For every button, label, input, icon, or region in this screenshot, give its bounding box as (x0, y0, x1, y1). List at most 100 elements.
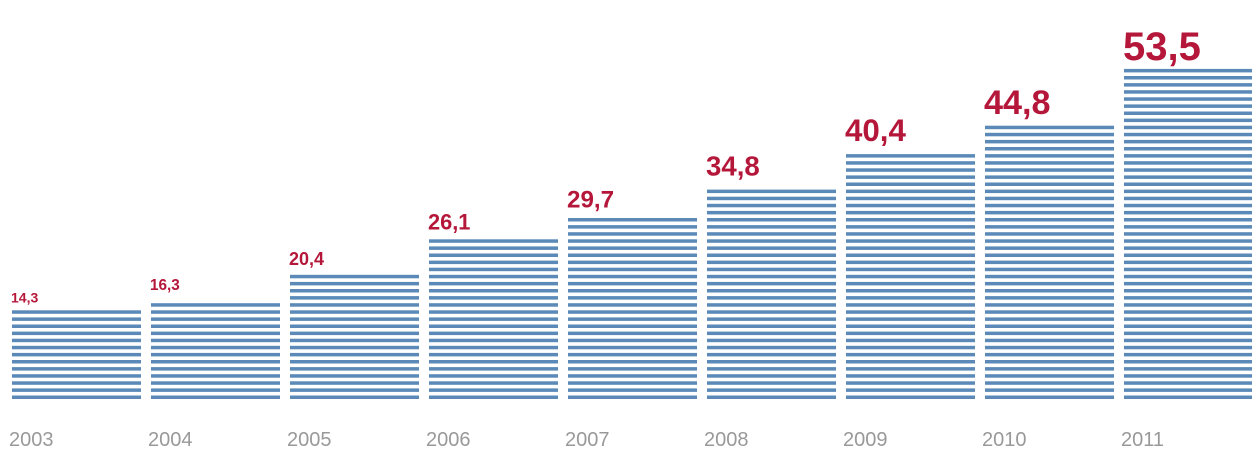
bar-stripe (707, 274, 836, 279)
bar-stripe (290, 303, 419, 307)
bar-stripe (846, 154, 975, 158)
bar-stripe (1124, 175, 1252, 179)
bar-stripe (846, 281, 975, 286)
bar-stripe (1124, 267, 1252, 272)
bar-stripe (846, 239, 975, 243)
bar-stripe (985, 367, 1114, 371)
bar-stripe (12, 360, 141, 364)
bar-stripe (1124, 83, 1252, 87)
bar-stripe (568, 296, 697, 300)
bar-stripe (429, 310, 558, 314)
bar-stripe (151, 324, 280, 328)
bar-stripe (985, 345, 1114, 350)
bar-stripe (985, 388, 1114, 392)
bar-stripe (290, 345, 419, 350)
bar-stripe (1124, 310, 1252, 314)
bar-stripe (846, 189, 975, 194)
bar-stripe (846, 296, 975, 300)
bar-stripe (429, 239, 558, 243)
value-label-2005: 20,4 (289, 249, 324, 269)
bar-stripe (846, 395, 975, 399)
bar-stripe (985, 175, 1114, 179)
bar-stripe (568, 232, 697, 236)
bar-stripe (707, 303, 836, 307)
bar-stripe (12, 345, 141, 350)
year-label-2009: 2009 (843, 429, 888, 450)
bar-stripe (707, 360, 836, 364)
bar-stripe (290, 367, 419, 371)
bar-stripe (1124, 374, 1252, 378)
bar-stripe (1124, 367, 1252, 371)
bar-stripe (985, 381, 1114, 385)
bar-stripe (290, 388, 419, 392)
bar-stripe (985, 281, 1114, 286)
bar-stripe (707, 239, 836, 243)
bar-stripe (568, 225, 697, 229)
bar-stripe (568, 239, 697, 243)
bar-stripe (290, 338, 419, 343)
bar-stripe (1124, 331, 1252, 336)
bar-2007 (568, 218, 697, 399)
bar-stripe (1124, 345, 1252, 350)
bar-stripe (1124, 381, 1252, 385)
value-label-2009: 40,4 (845, 113, 907, 148)
bar-stripe (985, 132, 1114, 137)
bar-stripe (568, 310, 697, 314)
bar-stripe (1124, 111, 1252, 115)
bar-stripe (1124, 147, 1252, 151)
bar-stripe (290, 274, 419, 279)
bar-stripe (429, 317, 558, 321)
bar-stripe (12, 367, 141, 371)
bar-stripe (12, 331, 141, 336)
bar-stripe (568, 246, 697, 250)
bar-stripe (568, 352, 697, 357)
bar-stripe (429, 374, 558, 378)
bar-stripe (1124, 274, 1252, 279)
bar-stripe (568, 345, 697, 350)
bar-stripe (846, 374, 975, 378)
bar-stripe (1124, 125, 1252, 130)
bar-stripe (151, 345, 280, 350)
bar-stripe (429, 360, 558, 364)
bar-stripe (985, 125, 1114, 130)
value-label-2004: 16,3 (150, 277, 180, 294)
year-label-2004: 2004 (148, 429, 193, 450)
bar-stripe (707, 310, 836, 314)
bar-stripe (1124, 260, 1252, 265)
bar-stripe (12, 395, 141, 399)
bar-stripe (151, 338, 280, 343)
bar-stripe (985, 210, 1114, 215)
bar-stripe (846, 196, 975, 201)
bar-stripe (985, 232, 1114, 236)
bar-stripe (846, 182, 975, 186)
bar-stripe (568, 260, 697, 265)
bar-stripe (1124, 210, 1252, 215)
value-label-2007: 29,7 (567, 186, 614, 213)
bar-stripe (151, 374, 280, 378)
bar-stripe (985, 395, 1114, 399)
bar-stripe (985, 239, 1114, 243)
bar-stripe (985, 260, 1114, 265)
bar-stripe (151, 395, 280, 399)
bar-stripe (1124, 239, 1252, 243)
bar-stripe (568, 281, 697, 286)
bar-stripe (985, 196, 1114, 201)
bar-stripe (290, 381, 419, 385)
bar-2005 (290, 274, 419, 399)
bar-stripe (707, 289, 836, 293)
bar-stripe (846, 388, 975, 392)
bar-stripe (429, 388, 558, 392)
bar-stripe (846, 345, 975, 350)
bar-stripe (568, 338, 697, 343)
bar-stripe (568, 303, 697, 307)
bar-stripe (846, 218, 975, 222)
bar-stripe (846, 175, 975, 179)
bar-stripe (985, 253, 1114, 257)
bar-stripe (707, 395, 836, 399)
bar-stripe (290, 281, 419, 286)
bar-stripe (985, 225, 1114, 229)
bar-stripe (846, 232, 975, 236)
year-label-2008: 2008 (704, 429, 749, 450)
bar-stripe (985, 189, 1114, 194)
